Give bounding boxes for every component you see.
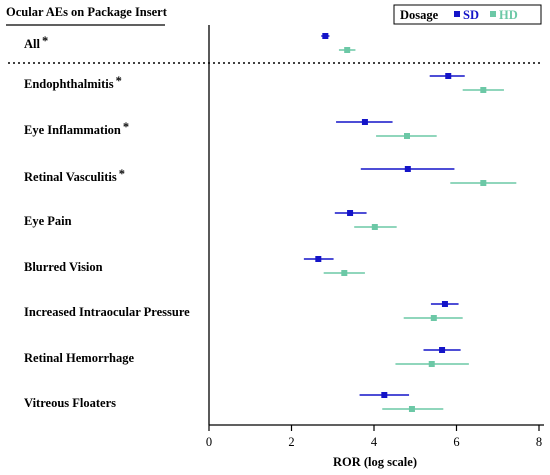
row-label-star: *	[116, 74, 122, 88]
legend: Dosage SD HD	[393, 4, 542, 25]
point-sd-8	[381, 392, 388, 398]
legend-label-sd: SD	[463, 8, 479, 22]
point-hd-8	[408, 406, 415, 412]
legend-swatch-sd	[454, 11, 460, 17]
point-hd-1	[480, 87, 487, 93]
row-label-eye-inflammation: Eye Inflammation *	[24, 120, 129, 137]
point-sd-6	[441, 301, 448, 307]
row-label-eye-pain: Eye Pain	[24, 214, 72, 228]
row-label-retinal-hemorrhage: Retinal Hemorrhage	[24, 351, 134, 365]
row-label-star: *	[119, 167, 125, 181]
x-tick-label: 2	[288, 435, 294, 449]
row-label-all: All *	[24, 34, 48, 51]
point-sd-0	[322, 33, 329, 39]
row-label-star: *	[123, 120, 129, 134]
x-axis-ticks: 0 2 4 6 8	[206, 425, 542, 449]
legend-label-hd: HD	[499, 8, 518, 22]
point-hd-6	[430, 315, 437, 321]
x-tick-label: 0	[206, 435, 212, 449]
x-tick-label: 4	[371, 435, 378, 449]
row-label-retinal-vasculitis: Retinal Vasculitis *	[24, 167, 125, 184]
x-tick-label: 8	[536, 435, 542, 449]
legend-box	[393, 4, 542, 25]
point-hd-2	[404, 133, 410, 139]
x-tick-label: 6	[453, 435, 459, 449]
x-axis-title: ROR (log scale)	[333, 455, 417, 469]
row-label-increased-intraocular-pressure: Increased Intraocular Pressure	[24, 305, 190, 319]
header-title: Ocular AEs on Package Insert	[6, 5, 168, 19]
point-sd-5	[315, 256, 322, 262]
point-sd-4	[347, 210, 354, 216]
legend-title: Dosage	[400, 8, 439, 22]
row-label-vitreous-floaters: Vitreous Floaters	[24, 396, 116, 410]
point-hd-5	[341, 270, 348, 276]
point-hd-0	[344, 47, 351, 53]
point-hd-4	[371, 224, 378, 230]
row-label-endophthalmitis: Endophthalmitis *	[24, 74, 122, 91]
row-label-star: *	[42, 34, 48, 48]
point-sd-7	[439, 347, 446, 353]
row-label-blurred-vision: Blurred Vision	[24, 260, 103, 274]
point-hd-3	[480, 180, 487, 186]
data-marks	[303, 33, 517, 412]
point-hd-7	[428, 361, 435, 367]
point-sd-2	[361, 119, 368, 125]
point-sd-1	[445, 73, 452, 79]
row-labels: All * Endophthalmitis * Eye Inflammation * Ret…	[24, 34, 190, 410]
point-sd-3	[404, 166, 411, 172]
legend-swatch-hd	[490, 11, 496, 17]
